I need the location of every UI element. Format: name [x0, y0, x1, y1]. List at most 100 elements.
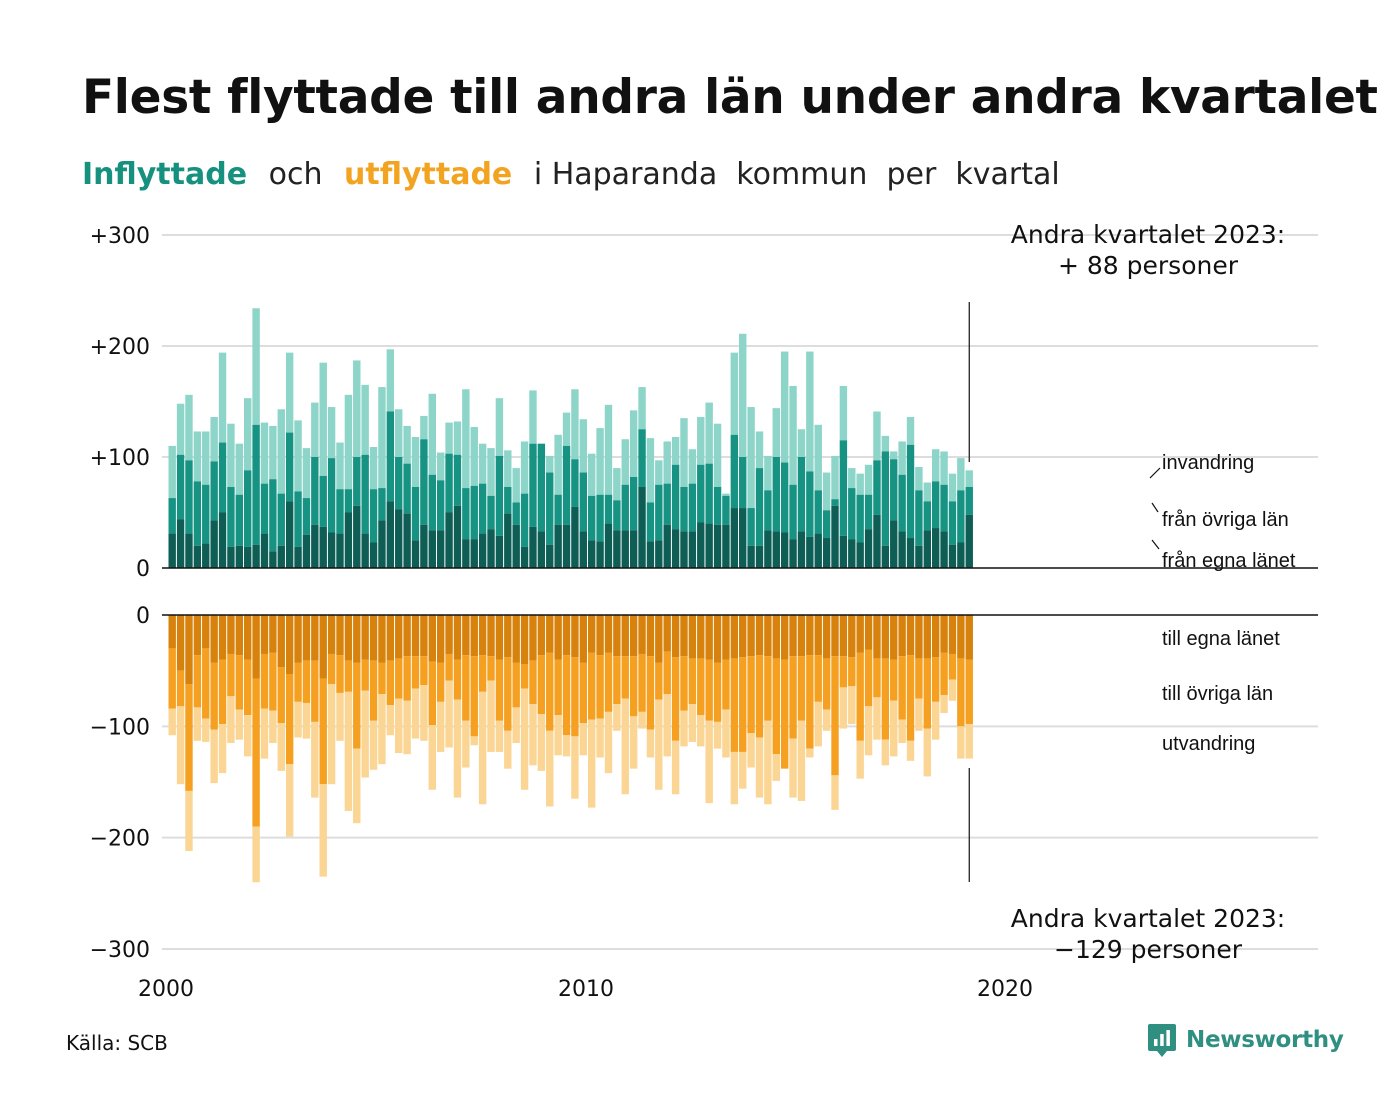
bar-fran-ovriga-lan — [462, 488, 470, 540]
bar-invandring — [663, 441, 671, 484]
bar-till-ovriga-lan — [780, 659, 789, 769]
bar-fran-egna-lanet — [520, 546, 529, 568]
bar-invandring — [780, 351, 789, 463]
bar-fran-ovriga-lan — [856, 494, 864, 543]
bar-utvandring — [680, 710, 688, 747]
bar-fran-ovriga-lan — [344, 489, 353, 513]
bar-fran-ovriga-lan — [873, 460, 881, 515]
bar-till-egna-lanet — [638, 615, 646, 654]
bar-till-egna-lanet — [646, 615, 655, 657]
bar-till-egna-lanet — [965, 615, 973, 660]
bar-fran-egna-lanet — [529, 526, 537, 568]
bar-till-ovriga-lan — [227, 653, 235, 697]
bar-utvandring — [755, 737, 764, 798]
bar-fran-egna-lanet — [487, 529, 495, 568]
bar-invandring — [478, 443, 487, 484]
bar-fran-egna-lanet — [697, 522, 705, 568]
subtitle-utflyttade: utflyttade — [344, 157, 513, 192]
bar-utvandring — [361, 690, 369, 778]
bar-invandring — [931, 449, 940, 482]
bar-invandring — [940, 451, 948, 485]
bar-till-egna-lanet — [512, 615, 520, 663]
bar-invandring — [588, 453, 596, 496]
bar-till-ovriga-lan — [831, 656, 839, 776]
bar-fran-egna-lanet — [915, 545, 923, 568]
bar-till-ovriga-lan — [546, 652, 554, 731]
bar-till-ovriga-lan — [386, 660, 395, 706]
bar-fran-ovriga-lan — [906, 444, 915, 539]
bar-fran-egna-lanet — [839, 535, 848, 568]
bar-utvandring — [747, 733, 755, 768]
bar-utvandring — [269, 710, 277, 744]
annotation-out-line2: −129 personer — [1054, 935, 1243, 964]
bar-till-ovriga-lan — [453, 659, 462, 700]
bar-fran-egna-lanet — [890, 520, 898, 568]
bar-fran-ovriga-lan — [327, 458, 336, 533]
bar-till-ovriga-lan — [411, 656, 420, 689]
bar-till-egna-lanet — [780, 615, 789, 660]
bar-fran-egna-lanet — [235, 545, 244, 568]
y-tick-label-out: −300 — [90, 938, 150, 963]
bar-till-ovriga-lan — [873, 658, 881, 698]
bar-invandring — [353, 360, 361, 457]
bar-till-egna-lanet — [353, 615, 361, 663]
bar-till-egna-lanet — [269, 615, 277, 653]
bar-till-egna-lanet — [848, 615, 856, 658]
bar-utvandring — [957, 726, 965, 759]
bar-utvandring — [244, 715, 252, 757]
bar-till-ovriga-lan — [915, 658, 923, 699]
bar-invandring — [722, 493, 730, 496]
bar-till-egna-lanet — [688, 615, 697, 659]
bar-till-egna-lanet — [596, 615, 604, 656]
bar-till-egna-lanet — [621, 615, 629, 657]
bar-fran-egna-lanet — [462, 539, 470, 568]
bar-fran-egna-lanet — [403, 513, 411, 568]
bar-till-egna-lanet — [327, 615, 336, 654]
bar-till-ovriga-lan — [487, 656, 495, 681]
bar-utvandring — [739, 751, 747, 789]
bar-till-egna-lanet — [185, 615, 193, 685]
bar-utvandring — [453, 699, 462, 798]
bar-fran-egna-lanet — [646, 541, 655, 568]
bar-till-egna-lanet — [629, 615, 638, 657]
bar-fran-ovriga-lan — [780, 462, 789, 533]
bar-till-egna-lanet — [445, 615, 453, 654]
bar-invandring — [906, 417, 915, 445]
bar-invandring — [596, 428, 604, 495]
bar-invandring — [621, 439, 629, 485]
bar-till-ovriga-lan — [940, 652, 948, 696]
bar-till-ovriga-lan — [369, 660, 378, 721]
bar-utvandring — [411, 688, 420, 739]
bar-utvandring — [772, 754, 780, 781]
bar-fran-ovriga-lan — [554, 494, 562, 525]
bar-utvandring — [395, 698, 403, 754]
brand-logo: Newsworthy — [1147, 1022, 1344, 1058]
bar-till-ovriga-lan — [193, 655, 202, 708]
bar-till-egna-lanet — [588, 615, 596, 653]
bar-till-egna-lanet — [873, 615, 881, 659]
bar-invandring — [638, 387, 646, 430]
bar-fran-egna-lanet — [948, 544, 957, 568]
bar-fran-ovriga-lan — [235, 494, 244, 546]
bar-utvandring — [235, 709, 244, 740]
bar-till-egna-lanet — [806, 615, 814, 656]
bar-fran-egna-lanet — [436, 530, 445, 568]
bar-till-egna-lanet — [378, 615, 386, 663]
bar-till-ovriga-lan — [848, 657, 856, 687]
bar-utvandring — [210, 729, 218, 784]
bar-fran-egna-lanet — [588, 540, 596, 568]
bar-invandring — [294, 420, 302, 492]
bar-till-ovriga-lan — [285, 674, 294, 765]
bar-utvandring — [428, 725, 436, 790]
bar-till-egna-lanet — [395, 615, 403, 659]
bar-till-ovriga-lan — [336, 655, 344, 693]
bar-till-ovriga-lan — [923, 658, 931, 729]
annotation-in-line1: Andra kvartalet 2023: — [1011, 220, 1285, 249]
bar-invandring — [764, 455, 772, 491]
bar-utvandring — [764, 720, 772, 805]
bar-invandring — [336, 442, 344, 490]
series-label-fran-egna-lanet: från egna länet — [1162, 550, 1296, 572]
bar-till-ovriga-lan — [537, 655, 546, 715]
bar-fran-egna-lanet — [252, 544, 260, 568]
bar-till-egna-lanet — [386, 615, 395, 661]
